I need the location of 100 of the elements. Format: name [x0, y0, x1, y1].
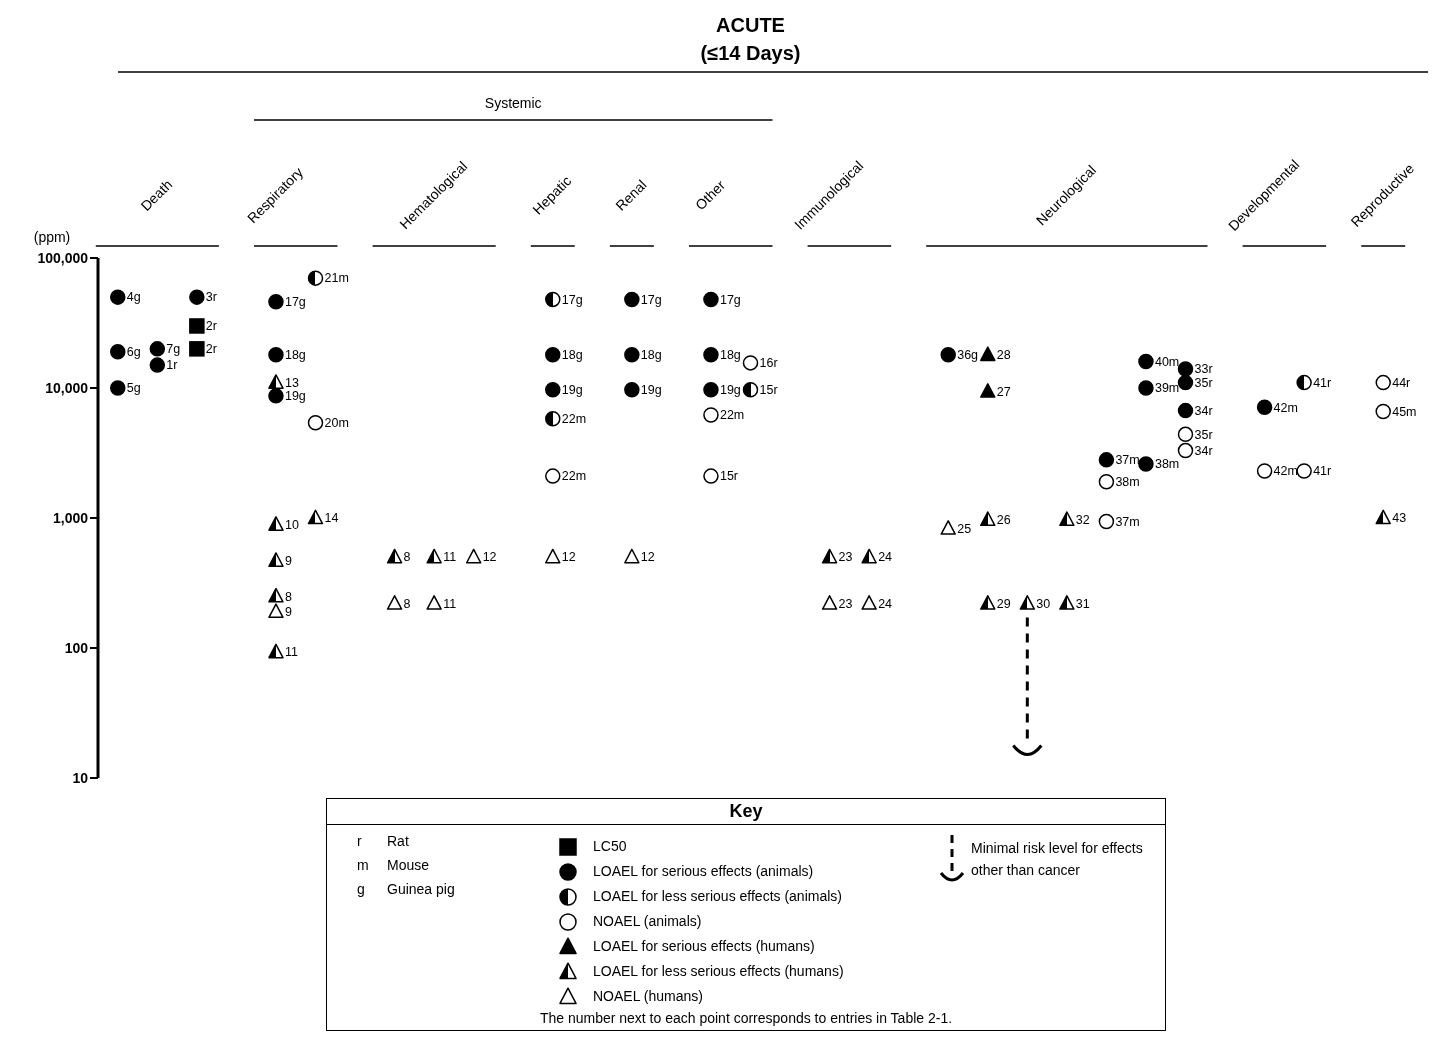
point [1059, 511, 1075, 527]
point [703, 468, 719, 484]
legend-label: LC50 [593, 837, 627, 854]
annotation: 15r [759, 383, 778, 398]
annotation: 4g [126, 290, 141, 305]
legend-label: LOAEL for less serious effects (humans) [593, 962, 844, 979]
annotation: 29 [996, 596, 1011, 611]
point [703, 347, 719, 363]
point [307, 270, 324, 286]
text: Systemic [484, 95, 542, 111]
point [703, 407, 719, 423]
point [268, 374, 284, 389]
annotation: 24 [878, 550, 893, 565]
annotation: 35r [1194, 427, 1213, 442]
annotation: 37m [1115, 514, 1140, 529]
annotation: 30 [1036, 596, 1051, 611]
point [624, 381, 640, 398]
point [386, 548, 403, 564]
annotation: 40m [1154, 354, 1180, 369]
y-tick-label: 1,000 [52, 509, 89, 526]
annotation: 22m [561, 469, 587, 484]
annotation: 9 [284, 553, 292, 568]
annotation: 32 [1075, 513, 1090, 528]
annotation: 44r [1392, 375, 1411, 390]
point [1296, 374, 1312, 391]
point [1059, 595, 1075, 610]
annotation: 16r [759, 356, 778, 371]
point [465, 548, 482, 564]
point [1138, 353, 1154, 370]
annotation: 8 [284, 589, 292, 604]
annotation: 23 [838, 596, 853, 611]
point [940, 520, 956, 535]
point [980, 511, 996, 527]
annotation: 15r [719, 469, 739, 484]
legend-label: NOAEL (animals) [593, 912, 702, 929]
annotation: 45m [1392, 404, 1417, 419]
annotation: 39m [1154, 381, 1180, 396]
annotation: 19g [561, 383, 583, 398]
text: g [357, 881, 366, 899]
annotation: 22m [561, 412, 587, 427]
point [1177, 374, 1194, 391]
point [110, 289, 126, 305]
annotation: 19g [284, 389, 306, 404]
text: r [357, 833, 363, 851]
annotation: 37m [1115, 453, 1140, 468]
point [545, 411, 561, 427]
point [268, 587, 284, 603]
annotation: 13 [284, 375, 299, 390]
annotation: 19g [640, 383, 662, 398]
annotation: 2r [205, 342, 217, 357]
annotation: 41r [1313, 375, 1332, 390]
text: Mouse [387, 857, 430, 875]
point [940, 347, 956, 363]
point [1375, 403, 1391, 420]
point [821, 595, 838, 610]
annotation: 23 [838, 550, 853, 565]
point [1138, 380, 1154, 396]
point [1177, 361, 1194, 377]
point [268, 603, 284, 619]
point [1256, 399, 1273, 416]
annotation: 26 [996, 513, 1011, 528]
point [1019, 595, 1036, 610]
point [189, 341, 205, 357]
point [821, 548, 838, 564]
legend-title: Key [327, 799, 1165, 825]
point [624, 548, 640, 564]
annotation: 11 [443, 596, 457, 611]
point [307, 509, 324, 525]
y-tick-label: 100 [64, 639, 89, 656]
legend-label: LOAEL for serious effects (humans) [593, 937, 815, 954]
annotation: 7g [166, 342, 181, 357]
point [149, 357, 166, 373]
annotation: 31 [1075, 596, 1090, 611]
annotation: 34r [1194, 443, 1213, 458]
annotation: 18g [640, 348, 662, 363]
point [1375, 509, 1391, 525]
annotation: 12 [640, 550, 655, 565]
annotation: 12 [561, 550, 576, 565]
point [189, 318, 205, 334]
point [980, 346, 996, 362]
legend-label: LOAEL for serious effects (animals) [593, 862, 814, 879]
annotation: 38m [1154, 457, 1180, 472]
chart-subtitle: (≤14 Days) [700, 42, 801, 64]
annotation: 3r [205, 290, 217, 305]
legend-label: LOAEL for less serious effects (animals) [593, 887, 842, 904]
point [268, 294, 284, 310]
annotation: 5g [126, 381, 141, 396]
annotation: 34r [1194, 403, 1213, 418]
point [624, 291, 640, 308]
annotation: 11 [284, 645, 298, 660]
annotation: 9 [284, 605, 292, 620]
annotation: 21m [324, 271, 349, 286]
annotation: 14 [324, 511, 339, 526]
point [1098, 452, 1115, 468]
point [742, 381, 759, 398]
annotation: 17g [719, 292, 741, 307]
annotation: 8 [403, 550, 411, 565]
point [545, 548, 561, 564]
point [1296, 463, 1312, 479]
point [268, 347, 284, 363]
